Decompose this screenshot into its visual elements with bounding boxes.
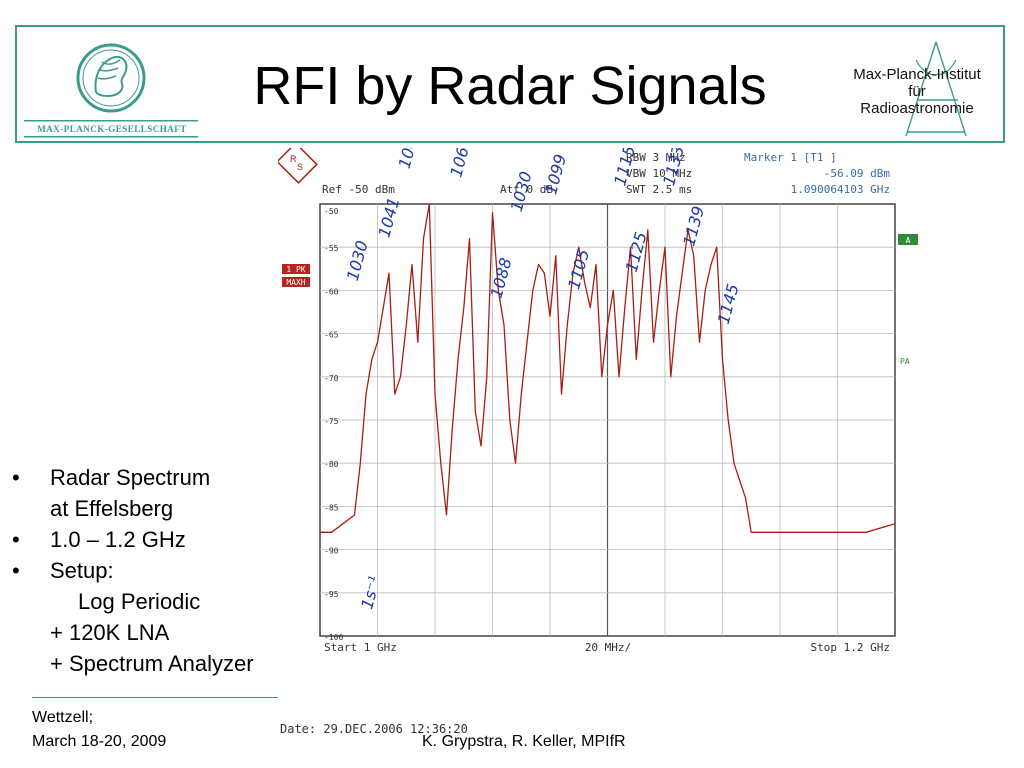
y-tick-label: -85 <box>324 503 339 512</box>
institute-name-line: für <box>908 83 926 100</box>
y-tick-label: -95 <box>324 590 339 599</box>
footer-date-line: March 18-20, 2009 <box>32 733 167 750</box>
institute-name-line: Radioastronomie <box>860 100 974 117</box>
footer-authors: K. Grypstra, R. Keller, MPIfR <box>422 733 626 750</box>
bullet-text: Radar Spectrum <box>50 465 211 490</box>
print-date: Date: 29.DEC.2006 12:36:20 <box>280 722 468 736</box>
y-tick-label: -50 <box>324 207 339 216</box>
mpg-wordmark: MAX-PLANCK-GESELLSCHAFT <box>37 124 187 134</box>
bullet-text: Setup: <box>50 558 114 583</box>
rbw: RBW 3 MHz <box>626 151 686 164</box>
frequency-annotation: 1099 <box>541 152 570 196</box>
y-tick-label: -80 <box>324 460 339 469</box>
y-tick-labels: -50 -55 -60 -65 -70 -75 -80 -85 -90 -95 -100 <box>324 207 343 642</box>
header-frame <box>15 25 1005 143</box>
marker-label: Marker 1 [T1 ] <box>744 151 837 164</box>
footer-venue: Wettzell; March 18-20, 2009 <box>32 706 166 754</box>
svg-text:R: R <box>290 154 297 164</box>
bullet-item: • Radar Spectrum <box>6 462 254 493</box>
institute-name-line: Max-Planck-Institut <box>853 66 981 83</box>
frequency-annotation: 1139 <box>679 204 708 248</box>
footer-divider <box>32 697 278 698</box>
attenuation: Att 0 dB <box>500 183 553 196</box>
bullet-text: at Effelsberg <box>50 496 174 521</box>
y-tick-label: -60 <box>324 287 339 296</box>
spectrum-trace <box>320 203 896 533</box>
y-tick-label: -75 <box>324 417 339 426</box>
frequency-annotation: 1s⁻¹ <box>357 574 384 611</box>
bullet-item: + 120K LNA <box>6 617 254 648</box>
frequency-annotation: 1065 <box>446 148 475 179</box>
bullet-item: Log Periodic <box>6 586 254 617</box>
bullet-marker: • <box>12 558 20 583</box>
sweep-time: SWT 2.5 ms <box>626 183 692 196</box>
preamp-badge: PA <box>900 357 910 366</box>
marker-frequency: 1.090064103 GHz <box>791 183 890 196</box>
trace-mode-badge: 1 PK <box>286 265 305 274</box>
slide-title: RFI by Radar Signals <box>253 56 767 116</box>
footer-venue-line: Wettzell; <box>32 709 94 726</box>
y-tick-label: -65 <box>324 331 339 340</box>
bullet-item: • 1.0 – 1.2 GHz <box>6 524 254 555</box>
max-planck-society-logo <box>24 43 198 138</box>
bullet-item: • Setup: <box>6 555 254 586</box>
institute-name: Max-Planck-Institut für Radioastronomie <box>842 66 992 117</box>
bullet-list: • Radar Spectrum at Effelsberg • 1.0 – 1.2… <box>6 462 254 679</box>
frequency-annotation: 1048 <box>395 148 424 170</box>
bullet-marker: • <box>12 465 20 490</box>
frequency-annotation: 1030 <box>343 239 372 283</box>
mpifr-logo <box>905 41 967 137</box>
bullet-text: 1.0 – 1.2 GHz <box>50 527 186 552</box>
svg-text:S: S <box>297 162 303 172</box>
vbw: VBW 10 MHz <box>626 167 692 180</box>
bullet-text: + Spectrum Analyzer <box>50 651 254 676</box>
frequency-annotation: 1145 <box>714 282 743 326</box>
y-tick-label: -90 <box>324 547 339 556</box>
trace-a-badge: A <box>906 236 911 245</box>
spectrum-analyzer-plot: R S Ref -50 dBm Att 0 dB RBW 3 MHz VBW 1… <box>278 148 918 736</box>
detector-badge: MAXH <box>286 278 305 287</box>
bullet-text: Log Periodic <box>78 589 201 614</box>
marker-level: -56.09 dBm <box>824 167 891 180</box>
span-per-division: 20 MHz/ <box>585 641 631 654</box>
bullet-text: + 120K LNA <box>50 620 170 645</box>
y-tick-label: -55 <box>324 244 339 253</box>
y-tick-label: -70 <box>324 374 339 383</box>
y-tick-label: -100 <box>324 633 343 642</box>
start-frequency: Start 1 GHz <box>324 641 397 654</box>
bullet-item: + Spectrum Analyzer <box>6 648 254 679</box>
plot-grid <box>319 203 896 637</box>
ref-level: Ref -50 dBm <box>322 183 395 196</box>
bullet-marker: • <box>12 527 20 552</box>
stop-frequency: Stop 1.2 GHz <box>811 641 890 654</box>
rohde-schwarz-logo-icon: R S <box>278 148 318 184</box>
frequency-annotation: 1105 <box>564 247 593 291</box>
bullet-item: at Effelsberg <box>6 493 254 524</box>
frequency-annotation: 1041 <box>375 195 404 239</box>
